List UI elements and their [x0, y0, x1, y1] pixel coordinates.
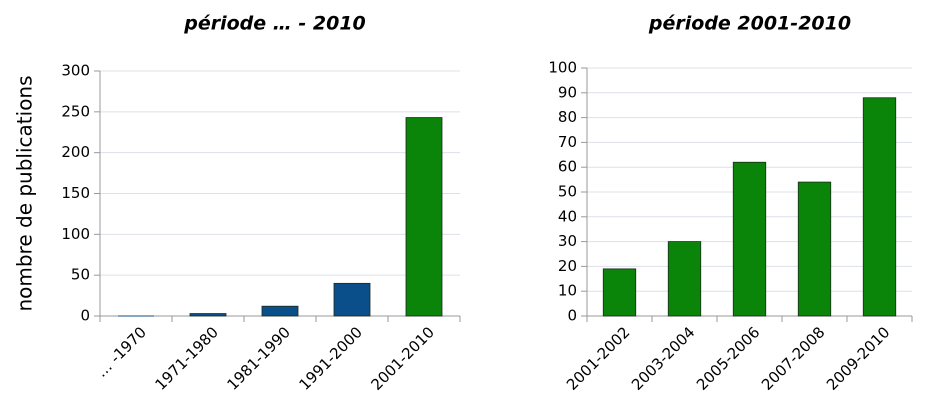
- x-tick-label: 2005-2006: [693, 323, 764, 394]
- bar: [333, 282, 371, 317]
- y-tick-label: 50: [558, 183, 577, 201]
- x-tick-label: 1981-1990: [223, 323, 294, 394]
- y-tick-label: 30: [558, 232, 577, 250]
- bar: [732, 161, 767, 317]
- bar: [797, 181, 832, 317]
- x-tick-label: 1991-2000: [295, 323, 366, 394]
- y-tick-label: 250: [61, 102, 90, 120]
- chart-title: période 2001-2010: [648, 13, 851, 35]
- y-tick-label: 90: [558, 83, 577, 101]
- y-tick-label: 200: [61, 143, 90, 161]
- y-tick-label: 0: [567, 307, 577, 325]
- bar: [602, 268, 637, 317]
- x-tick-label: … -1970: [92, 323, 150, 381]
- bar: [261, 305, 299, 317]
- bar: [862, 97, 897, 317]
- y-tick-label: 70: [558, 133, 577, 151]
- bar: [667, 241, 702, 317]
- bar: [405, 117, 443, 317]
- y-tick-label: 10: [558, 282, 577, 300]
- y-tick-label: 300: [61, 62, 90, 80]
- x-tick-label: 2009-2010: [823, 323, 894, 394]
- y-tick-label: 40: [558, 207, 577, 225]
- bar: [189, 313, 227, 317]
- x-tick-label: 2001-2010: [367, 323, 438, 394]
- y-tick-label: 50: [71, 266, 90, 284]
- y-tick-label: 20: [558, 257, 577, 275]
- y-tick-label: 100: [61, 225, 90, 243]
- y-tick-label: 80: [558, 108, 577, 126]
- y-axis-label: nombre de publications: [13, 75, 37, 311]
- x-tick-label: 2003-2004: [628, 323, 699, 394]
- y-tick-label: 100: [548, 59, 577, 77]
- y-tick-label: 0: [80, 307, 90, 325]
- y-tick-label: 60: [558, 158, 577, 176]
- x-tick-label: 1971-1980: [151, 323, 222, 394]
- chart-title: période … - 2010: [183, 13, 366, 35]
- y-tick-label: 150: [61, 184, 90, 202]
- x-tick-label: 2007-2008: [758, 323, 829, 394]
- x-tick-label: 2001-2002: [563, 323, 634, 394]
